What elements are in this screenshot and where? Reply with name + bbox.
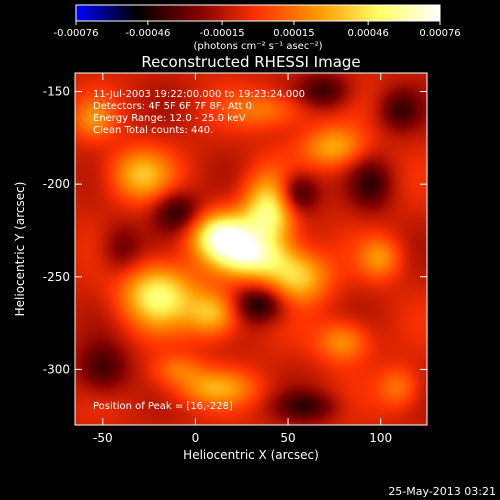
heatmap-image xyxy=(75,73,427,425)
colorbar-tick-label: -0.00046 xyxy=(125,28,170,39)
y-tick-label: -300 xyxy=(43,362,70,376)
x-axis-ticks: -50 0 50 100 xyxy=(93,73,392,445)
peak-position-label: Position of Peak = [16,-228] xyxy=(93,401,233,412)
colorbar: -0.00076 -0.00046 -0.00015 0.00015 0.00046 0.… xyxy=(54,4,461,52)
annotation-block: 11-Jul-2003 19:22:00.000 to 19:23:24.000… xyxy=(93,89,305,136)
colorbar-tick-label: 0.00015 xyxy=(273,28,314,39)
x-axis-label: Heliocentric X (arcsec) xyxy=(183,448,319,462)
x-tick-label: -50 xyxy=(93,431,113,445)
annotation-detectors: Detectors: 4F 5F 6F 7F 8F, Att 0 xyxy=(93,101,252,112)
colorbar-tick-label: 0.00076 xyxy=(419,28,460,39)
x-tick-label: 50 xyxy=(280,431,295,445)
chart-title: Reconstructed RHESSI Image xyxy=(141,53,360,71)
annotation-energy-range: Energy Range: 12.0 - 25.0 keV xyxy=(93,113,246,124)
annotation-time-range: 11-Jul-2003 19:22:00.000 to 19:23:24.000 xyxy=(93,89,305,100)
x-tick-label: 0 xyxy=(192,431,200,445)
y-tick-label: -150 xyxy=(43,85,70,99)
colorbar-units: (photons cm⁻² s⁻¹ asec⁻²) xyxy=(193,41,322,52)
x-tick-label: 100 xyxy=(369,431,392,445)
timestamp: 25-May-2013 03:21 xyxy=(388,485,496,498)
colorbar-ticks: -0.00076 -0.00046 -0.00015 0.00015 0.00046 0.… xyxy=(54,21,461,39)
y-axis-label: Heliocentric Y (arcsec) xyxy=(13,182,27,317)
y-tick-label: -200 xyxy=(43,177,70,191)
colorbar-tick-label: -0.00015 xyxy=(200,28,245,39)
plot-frame xyxy=(74,72,428,426)
heatmap-image-wrapper xyxy=(75,73,427,425)
colorbar-tick-label: 0.00046 xyxy=(347,28,388,39)
colorbar-frame xyxy=(75,4,441,22)
colorbar-gradient xyxy=(76,5,440,21)
colorbar-tick-label: -0.00076 xyxy=(54,28,99,39)
y-axis-ticks: -300 -250 -200 -150 xyxy=(43,85,427,376)
y-tick-label: -250 xyxy=(43,270,70,284)
annotation-clean-counts: Clean Total counts: 440. xyxy=(93,125,213,136)
